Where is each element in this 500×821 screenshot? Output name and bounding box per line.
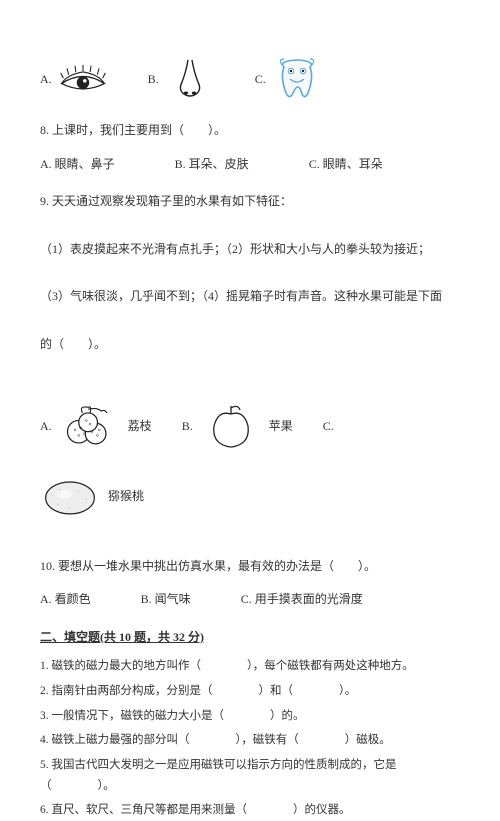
section2-title: 二、填空题(共 10 题，共 32 分) (40, 627, 460, 649)
q7-option-a: A. (40, 60, 108, 100)
q7-b-label: B. (148, 69, 159, 91)
apple-icon (201, 402, 261, 452)
q9-option-b: B. 苹果 (182, 402, 293, 452)
q9-a-label: A. (40, 416, 52, 438)
fill-1: 1. 磁铁的磁力最大的地方叫作（ ），每个磁铁都有两处这种地方。 (40, 656, 460, 677)
q7-option-b: B. (148, 60, 215, 100)
q9-c-label: C. (323, 416, 334, 438)
q10-text: 10. 要想从一堆水果中挑出仿真水果，最有效的办法是（ ）。 (40, 556, 460, 578)
q8-options: A. 眼睛、鼻子 B. 耳朵、皮肤 C. 眼睛、耳朵 (40, 154, 460, 176)
fill-6: 6. 直尺、软尺、三角尺等都是用来测量（ ）的仪器。 (40, 800, 460, 821)
q9-b-name: 苹果 (269, 416, 293, 438)
q9-b-label: B. (182, 416, 193, 438)
q9-line3: 的（ ）。 (40, 334, 460, 356)
q10-b: B. 闻气味 (141, 589, 191, 611)
fill-2: 2. 指南针由两部分构成，分别是（ ）和（ ）。 (40, 681, 460, 702)
q10-a: A. 看颜色 (40, 589, 91, 611)
q7-a-label: A. (40, 69, 52, 91)
fill-4: 4. 磁铁上磁力最强的部分叫（ ），磁铁有（ ）磁极。 (40, 730, 460, 751)
q9-options-row: A. 荔枝 B. 苹果 (40, 402, 460, 452)
fill-3: 3. 一般情况下，磁铁的磁力大小是（ ）的。 (40, 706, 460, 727)
q9-option-d: 猕猴桃 (40, 472, 460, 522)
q8-b: B. 耳朵、皮肤 (175, 154, 249, 176)
q9-line1: （1）表皮摸起来不光滑有点扎手；（2）形状和大小与人的拳头较为接近； (40, 239, 460, 261)
q9-a-name: 荔枝 (128, 416, 152, 438)
q10-c: C. 用手摸表面的光滑度 (241, 589, 363, 611)
q9-line2: （3）气味很淡，几乎闻不到；（4）摇晃箱子时有声音。这种水果可能是下面 (40, 286, 460, 308)
q8-a: A. 眼睛、鼻子 (40, 154, 115, 176)
eye-icon (58, 60, 108, 100)
q9-intro: 9. 天天通过观察发现箱子里的水果有如下特征： (40, 191, 460, 213)
tooth-icon (272, 60, 322, 100)
q7-c-label: C. (255, 69, 266, 91)
q8-text: 8. 上课时，我们主要用到（ ）。 (40, 120, 460, 142)
lychee-icon (60, 402, 120, 452)
q7-option-c: C. (255, 60, 322, 100)
fill-5: 5. 我国古代四大发明之一是应用磁铁可以指示方向的性质制成的，它是（ ）。 (40, 755, 460, 796)
kiwi-icon (40, 472, 100, 522)
q9-option-a: A. 荔枝 (40, 402, 152, 452)
q10-options: A. 看颜色 B. 闻气味 C. 用手摸表面的光滑度 (40, 589, 460, 611)
q8-c: C. 眼睛、耳朵 (309, 154, 383, 176)
nose-icon (165, 60, 215, 100)
q9-option-c: C. (323, 416, 334, 438)
q7-options-row: A. B. C. (40, 60, 460, 100)
q9-d-name: 猕猴桃 (108, 486, 144, 508)
